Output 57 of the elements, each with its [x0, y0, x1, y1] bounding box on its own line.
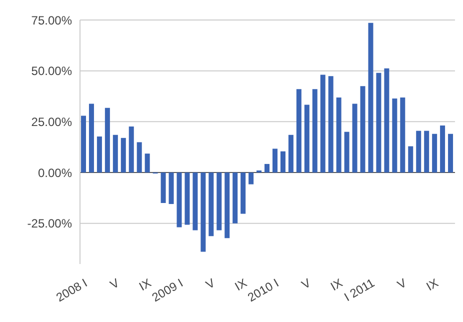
bar: [272, 148, 278, 172]
bar: [144, 154, 150, 172]
bar: [192, 172, 198, 230]
bar: [368, 22, 374, 172]
bar: [216, 172, 222, 230]
bar: [248, 172, 254, 184]
bar: [296, 89, 302, 172]
x-tick-label: V: [394, 276, 409, 292]
x-tick-label: V: [299, 276, 314, 292]
y-tick-label: -25.00%: [27, 216, 72, 231]
bar: [81, 116, 86, 172]
bar: [224, 172, 230, 238]
bar: [424, 130, 430, 172]
bar: [240, 172, 246, 214]
bar: [448, 134, 454, 172]
bar: [392, 98, 398, 172]
bar: [336, 97, 342, 172]
x-tick-label: 2008 I: [54, 276, 90, 305]
bar: [312, 89, 318, 172]
bar: [416, 130, 422, 172]
x-tick-label: V: [203, 276, 218, 292]
y-tick-label: 50.00%: [31, 64, 72, 78]
bar: [112, 134, 118, 172]
bar: [288, 134, 294, 172]
y-tick-label: 0.00%: [38, 166, 72, 180]
bar: [200, 172, 206, 252]
bar: [104, 108, 110, 172]
bar: [360, 86, 366, 172]
bar: [176, 172, 182, 228]
x-tick-label: V: [108, 276, 122, 292]
y-tick-label: 75.00%: [31, 13, 72, 28]
x-tick-label: IX: [424, 276, 441, 294]
bar: [328, 76, 334, 172]
bar: [352, 104, 358, 172]
bar: [184, 172, 190, 225]
bar: [408, 146, 414, 172]
bar: [320, 74, 326, 172]
bar: [96, 136, 102, 172]
bar: [232, 172, 238, 224]
bar: [88, 104, 94, 172]
bar: [376, 72, 382, 172]
bar: [208, 172, 214, 236]
bar: [304, 104, 310, 172]
bar: [120, 138, 126, 172]
bar: [128, 126, 134, 172]
y-tick-label: 25.00%: [31, 114, 72, 129]
bar: [264, 164, 270, 172]
bar: [160, 172, 166, 203]
bar: [400, 97, 406, 172]
bar: [440, 126, 446, 172]
bar: [168, 172, 174, 204]
bar: [432, 134, 438, 172]
bar: [280, 151, 286, 172]
bar: [136, 142, 142, 172]
x-tick-label: IX: [232, 276, 250, 294]
bar: [344, 132, 350, 172]
bar: [384, 68, 390, 172]
